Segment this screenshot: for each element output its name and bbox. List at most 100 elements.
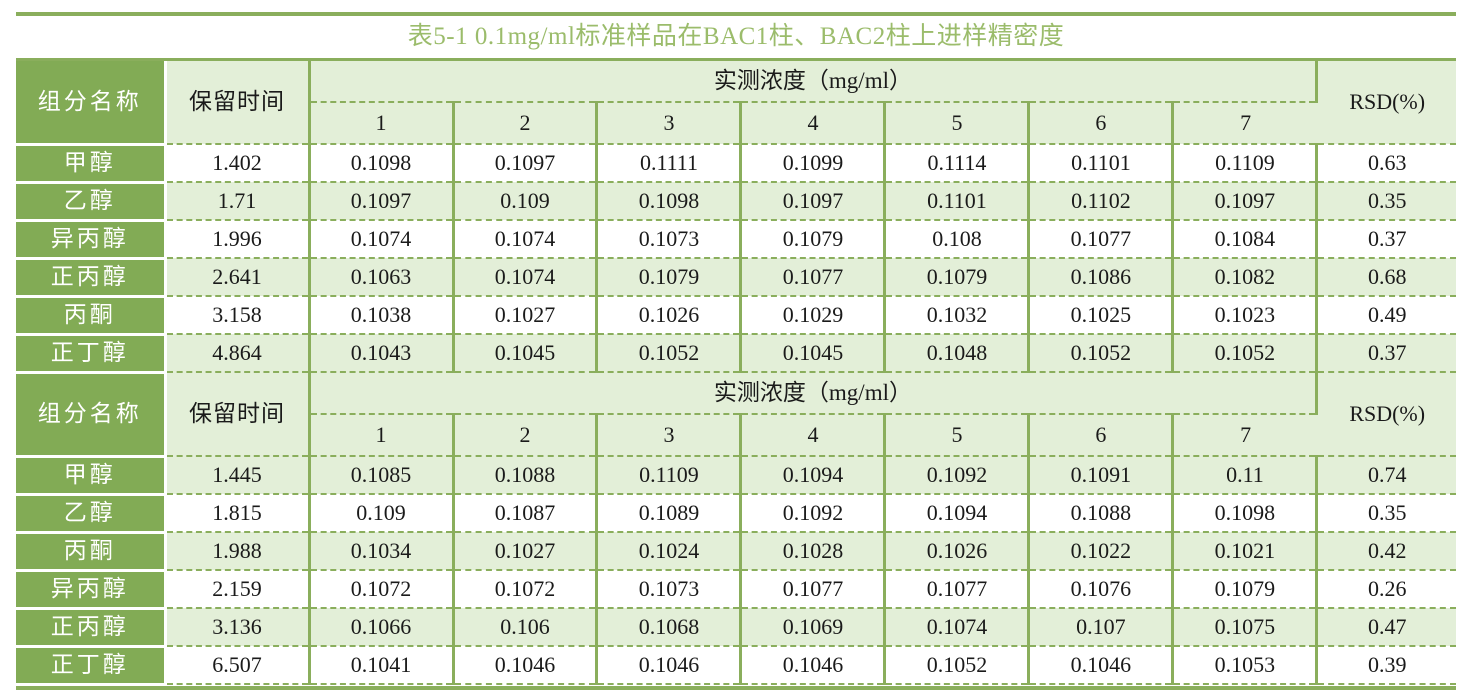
header-run-1: 1: [309, 102, 455, 145]
cell-concentration-7: 0.1109: [1172, 144, 1319, 183]
table-row: 乙醇 1.815 0.109 0.1087 0.1089 0.1092 0.1094 0.10…: [16, 494, 1456, 534]
table-row: 丙酮 1.988 0.1034 0.1027 0.1024 0.1028 0.1026 0.1…: [16, 532, 1456, 572]
cell-component-name: 正丙醇: [16, 258, 167, 298]
cell-concentration-1: 0.1085: [309, 456, 455, 495]
header-row-top-bac2: 组分名称 保留时间 实测浓度（mg/ml） RSD(%): [16, 372, 1456, 458]
cell-concentration-2: 0.1027: [453, 296, 599, 335]
header-retention-time: 保留时间: [165, 59, 311, 145]
cell-concentration-2: 0.1087: [453, 494, 599, 533]
cell-concentration-5: 0.1048: [884, 334, 1031, 373]
header-rsd: RSD(%): [1316, 372, 1456, 457]
cell-concentration-2: 0.1045: [453, 334, 599, 373]
cell-rsd: 0.68: [1316, 258, 1456, 297]
table-row: 乙醇 1.71 0.1097 0.109 0.1098 0.1097 0.1101 0.110…: [16, 182, 1456, 222]
cell-concentration-7: 0.1075: [1172, 608, 1319, 647]
cell-concentration-4: 0.1069: [740, 608, 887, 647]
cell-concentration-7: 0.1023: [1172, 296, 1319, 335]
table-row: 甲醇 1.445 0.1085 0.1088 0.1109 0.1094 0.1092 0.1…: [16, 456, 1456, 496]
cell-concentration-2: 0.1046: [453, 646, 599, 685]
cell-component-name: 乙醇: [16, 182, 167, 222]
cell-concentration-6: 0.1046: [1028, 646, 1175, 685]
cell-concentration-7: 0.11: [1172, 456, 1319, 495]
page-title: 表5-1 0.1mg/ml标准样品在BAC1柱、BAC2柱上进样精密度: [16, 16, 1456, 61]
table-row: 正丁醇 4.864 0.1043 0.1045 0.1052 0.1045 0.1048 0.…: [16, 334, 1456, 374]
header-component-name: 组分名称: [16, 372, 167, 458]
title-row: 表5-1 0.1mg/ml标准样品在BAC1柱、BAC2柱上进样精密度: [16, 16, 1456, 61]
header-run-4: 4: [740, 102, 887, 145]
cell-concentration-5: 0.108: [884, 220, 1031, 259]
table-container: 表5-1 0.1mg/ml标准样品在BAC1柱、BAC2柱上进样精密度 组分名称保…: [16, 12, 1456, 690]
cell-component-name: 正丙醇: [16, 608, 167, 648]
cell-concentration-1: 0.1072: [309, 570, 455, 609]
cell-concentration-3: 0.1073: [596, 220, 743, 259]
cell-concentration-7: 0.1097: [1172, 182, 1319, 221]
cell-concentration-5: 0.1101: [884, 182, 1031, 221]
cell-concentration-5: 0.1032: [884, 296, 1031, 335]
cell-concentration-4: 0.1046: [740, 646, 887, 685]
cell-rsd: 0.37: [1316, 334, 1456, 373]
cell-concentration-6: 0.107: [1028, 608, 1175, 647]
cell-component-name: 正丁醇: [16, 334, 167, 374]
header-run-3: 3: [596, 414, 743, 457]
cell-retention-time: 1.815: [165, 494, 311, 533]
table-row: 甲醇 1.402 0.1098 0.1097 0.1111 0.1099 0.1114 0.1…: [16, 144, 1456, 184]
cell-concentration-6: 0.1077: [1028, 220, 1175, 259]
cell-concentration-3: 0.1052: [596, 334, 743, 373]
cell-concentration-3: 0.1024: [596, 532, 743, 571]
cell-concentration-1: 0.1098: [309, 144, 455, 183]
cell-component-name: 异丙醇: [16, 220, 167, 260]
header-run-7: 7: [1172, 102, 1317, 145]
header-run-2: 2: [453, 102, 599, 145]
header-component-name: 组分名称: [16, 59, 167, 146]
cell-concentration-6: 0.1022: [1028, 532, 1175, 571]
cell-concentration-4: 0.1099: [740, 144, 887, 183]
cell-concentration-7: 0.1052: [1172, 334, 1319, 373]
cell-concentration-2: 0.1074: [453, 220, 599, 259]
cell-retention-time: 1.445: [165, 456, 311, 495]
header-run-5: 5: [884, 414, 1031, 457]
cell-retention-time: 3.158: [165, 296, 311, 335]
cell-rsd: 0.74: [1316, 456, 1456, 495]
cell-concentration-1: 0.1066: [309, 608, 455, 647]
cell-concentration-4: 0.1077: [740, 258, 887, 297]
cell-concentration-4: 0.1029: [740, 296, 887, 335]
cell-concentration-7: 0.1079: [1172, 570, 1319, 609]
cell-concentration-1: 0.1043: [309, 334, 455, 373]
cell-concentration-7: 0.1021: [1172, 532, 1319, 571]
cell-concentration-5: 0.1052: [884, 646, 1031, 685]
cell-concentration-1: 0.109: [309, 494, 455, 533]
cell-concentration-3: 0.1068: [596, 608, 743, 647]
cell-rsd: 0.49: [1316, 296, 1456, 335]
cell-concentration-6: 0.1052: [1028, 334, 1175, 373]
cell-rsd: 0.42: [1316, 532, 1456, 571]
cell-retention-time: 1.402: [165, 144, 311, 183]
header-measured-concentration: 实测浓度（mg/ml）: [309, 59, 1319, 103]
cell-concentration-1: 0.1097: [309, 182, 455, 221]
cell-concentration-6: 0.1101: [1028, 144, 1175, 183]
cell-concentration-1: 0.1074: [309, 220, 455, 259]
cell-concentration-4: 0.1079: [740, 220, 887, 259]
cell-retention-time: 1.988: [165, 532, 311, 571]
cell-retention-time: 2.641: [165, 258, 311, 297]
cell-retention-time: 4.864: [165, 334, 311, 373]
cell-concentration-3: 0.1026: [596, 296, 743, 335]
cell-component-name: 甲醇: [16, 456, 167, 496]
cell-component-name: 丙酮: [16, 296, 167, 336]
cell-concentration-4: 0.1077: [740, 570, 887, 609]
table-row: 正丙醇 3.136 0.1066 0.106 0.1068 0.1069 0.1074 0.1…: [16, 608, 1456, 648]
cell-concentration-5: 0.1077: [884, 570, 1031, 609]
cell-concentration-3: 0.1073: [596, 570, 743, 609]
cell-concentration-3: 0.1079: [596, 258, 743, 297]
cell-concentration-5: 0.1092: [884, 456, 1031, 495]
cell-concentration-6: 0.1076: [1028, 570, 1175, 609]
cell-concentration-2: 0.1097: [453, 144, 599, 183]
cell-concentration-6: 0.1088: [1028, 494, 1175, 533]
cell-concentration-3: 0.1089: [596, 494, 743, 533]
cell-concentration-1: 0.1063: [309, 258, 455, 297]
cell-concentration-1: 0.1034: [309, 532, 455, 571]
cell-concentration-7: 0.1098: [1172, 494, 1319, 533]
cell-component-name: 甲醇: [16, 144, 167, 184]
cell-concentration-6: 0.1091: [1028, 456, 1175, 495]
cell-component-name: 正丁醇: [16, 646, 167, 686]
cell-retention-time: 2.159: [165, 570, 311, 609]
